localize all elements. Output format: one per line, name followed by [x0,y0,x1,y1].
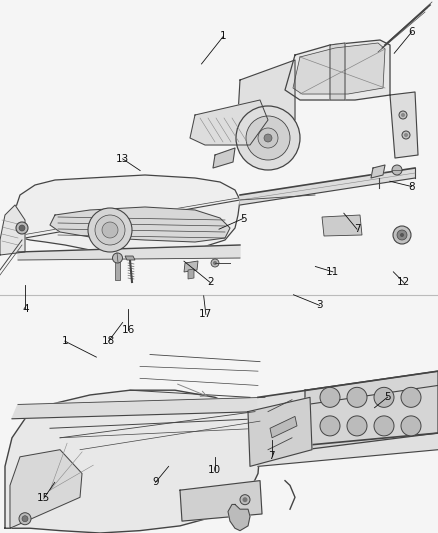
Circle shape [240,495,250,505]
Text: 4: 4 [22,304,29,314]
Text: 7: 7 [268,451,275,461]
Text: 2: 2 [207,278,214,287]
Circle shape [113,253,123,263]
Bar [0,295,438,533]
Circle shape [19,513,31,524]
Polygon shape [115,262,120,280]
Text: 12: 12 [397,278,410,287]
Circle shape [401,113,405,117]
Polygon shape [285,40,390,100]
Text: 10: 10 [208,465,221,475]
Circle shape [95,215,125,245]
Polygon shape [228,504,250,531]
Polygon shape [5,390,260,533]
Polygon shape [238,60,295,130]
Text: 3: 3 [316,301,323,310]
Polygon shape [240,168,415,205]
Circle shape [22,516,28,522]
Polygon shape [258,433,438,466]
Circle shape [397,230,407,240]
Text: 1: 1 [61,336,68,346]
Polygon shape [10,450,82,528]
Polygon shape [248,397,312,466]
Circle shape [393,226,411,244]
Text: 1: 1 [220,31,227,41]
Polygon shape [184,261,198,272]
Bar [0,0,438,285]
Polygon shape [305,371,438,450]
Circle shape [347,416,367,436]
Circle shape [236,106,300,170]
Polygon shape [125,256,135,260]
Polygon shape [270,416,297,438]
Circle shape [258,128,278,148]
Polygon shape [180,481,262,521]
Circle shape [374,416,394,436]
Circle shape [400,233,404,237]
Polygon shape [330,43,345,100]
Text: 18: 18 [102,336,115,346]
Circle shape [102,222,118,238]
Text: 5: 5 [240,214,247,223]
Circle shape [347,387,367,407]
Polygon shape [322,215,362,236]
Circle shape [401,416,421,436]
Circle shape [211,259,219,267]
Polygon shape [213,148,235,168]
Text: 7: 7 [353,224,360,234]
Circle shape [374,387,394,407]
Circle shape [243,497,247,502]
Polygon shape [390,92,418,158]
Circle shape [404,133,408,137]
Text: 11: 11 [326,267,339,277]
Polygon shape [371,165,385,178]
Polygon shape [15,175,240,255]
Polygon shape [18,245,240,260]
Polygon shape [50,207,230,242]
Text: 13: 13 [116,154,129,164]
Text: 15: 15 [37,494,50,503]
Circle shape [320,416,340,436]
Circle shape [392,165,402,175]
Polygon shape [190,100,268,145]
Circle shape [320,387,340,407]
Text: 5: 5 [384,392,391,402]
Circle shape [16,222,28,234]
Circle shape [401,387,421,407]
Polygon shape [0,205,25,255]
Text: 16: 16 [122,326,135,335]
Text: 6: 6 [408,27,415,37]
Text: 8: 8 [408,182,415,191]
Polygon shape [258,371,438,411]
Text: 17: 17 [199,310,212,319]
Polygon shape [188,269,194,279]
Circle shape [246,116,290,160]
Circle shape [19,225,25,231]
Circle shape [213,261,217,265]
Circle shape [399,111,407,119]
Circle shape [88,208,132,252]
Circle shape [402,131,410,139]
Polygon shape [12,397,265,419]
Polygon shape [293,43,385,94]
Text: 9: 9 [152,478,159,487]
Circle shape [264,134,272,142]
